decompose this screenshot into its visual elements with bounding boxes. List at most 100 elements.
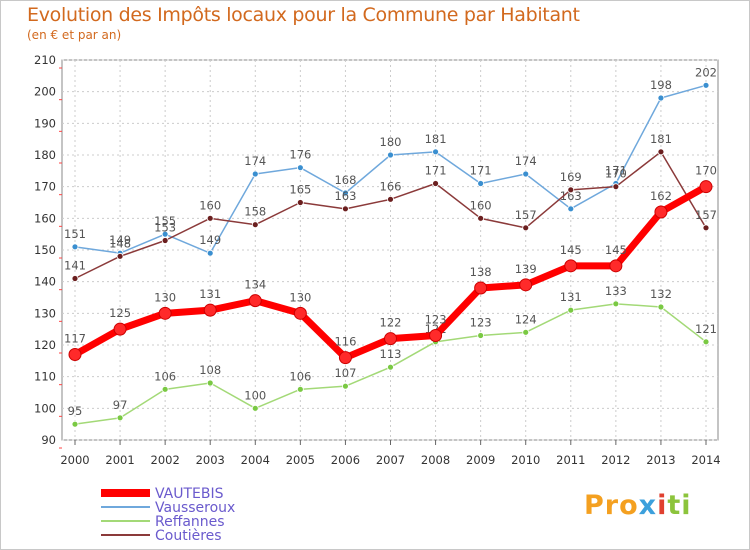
y-tick-label: 160 <box>34 211 56 225</box>
data-point <box>522 170 530 178</box>
x-tick-label: 2004 <box>241 453 270 467</box>
logo-part: Pro <box>584 490 639 521</box>
data-label: 123 <box>470 316 492 330</box>
data-point <box>161 237 169 244</box>
data-point <box>609 259 623 273</box>
data-point <box>612 183 620 191</box>
data-point <box>702 224 710 232</box>
data-point <box>251 404 259 412</box>
y-tick-label: 100 <box>34 401 56 415</box>
series-line-vautebis <box>71 183 710 362</box>
x-tick-label: 2008 <box>421 453 450 467</box>
data-label: 132 <box>650 287 672 301</box>
y-tick-label: 150 <box>34 243 56 257</box>
data-label: 106 <box>154 369 176 383</box>
data-label: 148 <box>109 236 131 250</box>
data-label: 169 <box>560 170 582 184</box>
x-tick-label: 2000 <box>60 453 89 467</box>
y-tick-label: 130 <box>34 306 56 320</box>
data-point <box>342 382 349 390</box>
y-tick-label: 180 <box>34 148 56 162</box>
x-tick-label: 2013 <box>646 453 675 467</box>
data-point <box>113 322 127 336</box>
data-label: 170 <box>605 167 627 181</box>
data-label: 113 <box>380 347 402 361</box>
data-label: 106 <box>289 369 311 383</box>
data-label: 160 <box>470 198 492 212</box>
data-point <box>71 275 79 282</box>
data-label: 160 <box>199 198 221 212</box>
data-point <box>342 189 349 197</box>
data-point <box>387 151 394 159</box>
x-tick-label: 2001 <box>105 453 134 467</box>
data-point <box>71 243 79 251</box>
data-point <box>702 338 710 346</box>
data-label: 131 <box>199 287 221 301</box>
data-label: 131 <box>560 290 582 304</box>
data-point <box>699 180 713 194</box>
data-point <box>477 214 485 222</box>
data-point <box>657 148 665 156</box>
data-label: 139 <box>515 262 537 276</box>
data-point <box>702 81 710 89</box>
data-label: 198 <box>650 78 672 92</box>
data-label: 145 <box>560 243 582 257</box>
y-tick-label: 170 <box>34 180 56 194</box>
proxiti-logo: Proxiti <box>584 490 692 521</box>
data-label: 133 <box>605 284 627 298</box>
data-label: 168 <box>334 173 356 187</box>
x-tick-label: 2005 <box>286 453 315 467</box>
data-label: 123 <box>425 313 447 327</box>
x-tick-label: 2014 <box>691 453 720 467</box>
data-point <box>522 328 530 336</box>
data-point <box>387 195 394 203</box>
data-point <box>429 329 443 342</box>
y-tick-label: 120 <box>34 338 56 352</box>
y-tick-label: 200 <box>34 85 56 99</box>
data-point <box>567 205 575 213</box>
data-point <box>432 180 439 187</box>
data-label: 163 <box>560 189 582 203</box>
y-tick-label: 110 <box>34 370 56 384</box>
data-label: 97 <box>113 398 128 412</box>
chart-subtitle: (en € et par an) <box>27 28 122 42</box>
legend-label: VAUTEBIS <box>155 486 224 502</box>
data-label: 95 <box>68 404 83 418</box>
data-label: 202 <box>695 65 717 79</box>
y-tick-label: 90 <box>41 433 56 447</box>
logo-part: i <box>657 490 668 521</box>
chart-title: Evolution des Impôts locaux pour la Comm… <box>27 4 580 26</box>
data-point <box>657 303 665 311</box>
data-point <box>206 379 214 387</box>
data-point <box>477 180 485 187</box>
data-label: 158 <box>244 205 266 219</box>
data-label: 181 <box>650 132 672 146</box>
data-label: 108 <box>199 363 221 377</box>
data-label: 157 <box>695 208 717 222</box>
data-point <box>296 199 304 206</box>
data-point <box>519 278 533 292</box>
data-label: 166 <box>380 179 402 193</box>
data-point <box>158 306 172 320</box>
data-point <box>612 300 620 308</box>
x-tick-label: 2009 <box>466 453 495 467</box>
data-point <box>564 259 578 273</box>
data-point <box>203 303 217 317</box>
data-point <box>387 363 394 371</box>
data-label: 107 <box>334 366 356 380</box>
data-point <box>251 170 259 178</box>
data-label: 180 <box>380 135 402 149</box>
data-point <box>296 164 304 172</box>
data-label: 149 <box>109 233 131 247</box>
data-label: 165 <box>289 183 311 197</box>
data-point <box>206 249 214 257</box>
data-point <box>432 148 439 156</box>
x-tick-label: 2007 <box>376 453 405 467</box>
data-point <box>161 385 169 393</box>
data-label: 176 <box>289 148 311 162</box>
data-label: 121 <box>695 322 717 336</box>
data-label: 171 <box>605 164 627 178</box>
data-label: 174 <box>515 154 537 168</box>
data-point <box>116 252 124 260</box>
data-label: 181 <box>425 132 447 146</box>
